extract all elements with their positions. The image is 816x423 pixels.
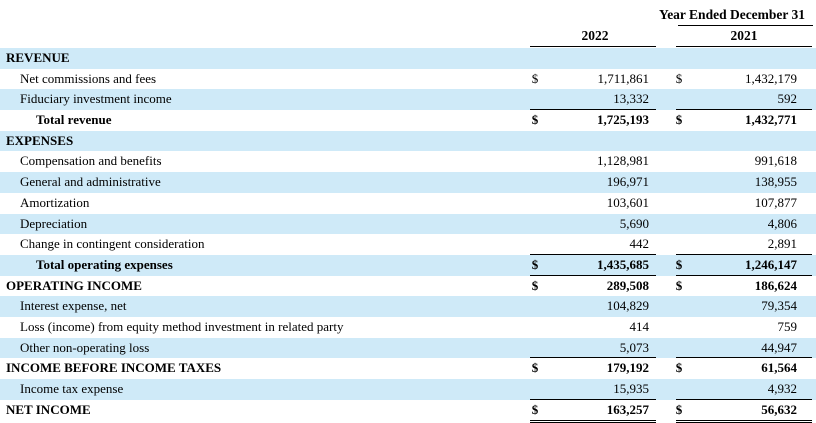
value-2022: 1,711,861: [597, 70, 649, 86]
underline-2022: [530, 274, 656, 276]
section-header-row: REVENUE: [0, 48, 816, 69]
value-2021: 1,432,179: [745, 70, 797, 86]
value-2021: 186,624: [754, 277, 797, 293]
value-2022: 15,935: [613, 381, 649, 396]
table-row: Net commissions and fees $1,711,861 $1,432…: [0, 69, 816, 90]
row-label: OPERATING INCOME: [6, 277, 142, 293]
value-2021: 2,891: [767, 236, 797, 252]
row-label: Change in contingent consideration: [20, 236, 205, 252]
row-label: INCOME BEFORE INCOME TAXES: [6, 360, 222, 376]
column-header-rule-2022: [530, 46, 656, 47]
income-statement-table: REVENUE Net commissions and fees $1,711,86…: [0, 48, 816, 423]
value-2021: 56,632: [761, 401, 797, 417]
table-row: Fiduciary investment income 13,332 592: [0, 89, 816, 111]
value-2022: 103,601: [606, 194, 649, 210]
underline-2021: [676, 274, 812, 276]
table-row: Amortization 103,601 107,877: [0, 193, 816, 214]
currency-symbol-2022: $: [531, 360, 539, 376]
table-row: INCOME BEFORE INCOME TAXES $179,192 $61,56…: [0, 358, 816, 379]
currency-symbol-2021: $: [675, 112, 683, 128]
table-row: General and administrative 196,971 138,955: [0, 172, 816, 193]
value-2021: 4,806: [767, 215, 797, 231]
value-2021: 79,354: [761, 298, 797, 314]
value-2021: 138,955: [754, 174, 797, 190]
row-label: Income tax expense: [20, 381, 124, 396]
value-2021: 61,564: [761, 360, 797, 376]
currency-symbol-2021: $: [675, 360, 683, 376]
value-2022: 1,725,193: [597, 112, 649, 128]
currency-symbol-2022: $: [531, 70, 539, 86]
row-label: Loss (income) from equity method investm…: [20, 318, 344, 334]
currency-symbol-2022: $: [531, 277, 539, 293]
underline-2022: [530, 398, 656, 400]
underline-2021: [676, 253, 812, 255]
underline-2021: [676, 357, 812, 359]
row-label: Interest expense, net: [20, 298, 127, 314]
currency-symbol-2022: $: [531, 401, 539, 417]
period-header: Year Ended December 31: [658, 7, 806, 22]
underline-2022: [530, 109, 656, 111]
table-row: Loss (income) from equity method investm…: [0, 317, 816, 338]
value-2021: 592: [777, 91, 798, 107]
value-2021: 107,877: [754, 194, 797, 210]
row-label: Net commissions and fees: [20, 70, 157, 86]
currency-symbol-2021: $: [675, 70, 683, 86]
underline-2022: [530, 357, 656, 359]
value-2021: 4,932: [767, 381, 797, 396]
row-label: Amortization: [20, 194, 90, 210]
value-2022: 196,971: [606, 174, 649, 190]
table-row: Change in contingent consideration 442 2,8…: [0, 234, 816, 255]
value-2022: 1,435,685: [597, 256, 649, 272]
currency-symbol-2021: $: [675, 256, 683, 272]
table-row: Interest expense, net 104,829 79,354: [0, 296, 816, 317]
row-label: EXPENSES: [6, 132, 74, 148]
value-2022: 442: [629, 236, 650, 252]
value-2022: 179,192: [606, 360, 649, 376]
currency-symbol-2021: $: [675, 401, 683, 417]
value-2021: 1,246,147: [745, 256, 797, 272]
value-2022: 104,829: [606, 298, 649, 314]
value-2021: 991,618: [754, 153, 797, 169]
currency-symbol-2022: $: [531, 112, 539, 128]
row-label: Fiduciary investment income: [20, 91, 172, 107]
column-header-rule-2021: [676, 46, 812, 47]
row-label: General and administrative: [20, 174, 161, 190]
row-label: NET INCOME: [6, 401, 91, 417]
value-2021: 44,947: [761, 339, 797, 355]
row-label: Compensation and benefits: [20, 153, 162, 169]
period-header-rule: [678, 25, 813, 26]
value-2022: 1,128,981: [597, 153, 649, 169]
value-2021: 1,432,771: [745, 112, 797, 128]
row-label: Total operating expenses: [36, 256, 173, 272]
underline-2021: [676, 398, 812, 400]
table-row: Compensation and benefits 1,128,981 991,61…: [0, 151, 816, 172]
value-2022: 163,257: [606, 401, 649, 417]
value-2022: 414: [629, 318, 650, 334]
table-row: Total operating expenses $1,435,685 $1,246…: [0, 254, 816, 276]
underline-2021: [676, 109, 812, 111]
table-row: Total revenue $1,725,193 $1,432,771: [0, 110, 816, 131]
table-row: OPERATING INCOME $289,508 $186,624: [0, 276, 816, 297]
row-label: REVENUE: [6, 50, 70, 65]
table-row: Income tax expense 15,935 4,932: [0, 379, 816, 400]
row-label: Other non-operating loss: [20, 339, 150, 355]
underline-2022: [530, 253, 656, 255]
column-header-2022: 2022: [581, 28, 609, 43]
table-row: NET INCOME $163,257 $56,632: [0, 400, 816, 423]
value-2022: 289,508: [606, 277, 649, 293]
table-row: Depreciation 5,690 4,806: [0, 213, 816, 235]
row-label: Depreciation: [20, 215, 88, 231]
value-2022: 5,073: [619, 339, 649, 355]
column-header-2021: 2021: [730, 28, 758, 43]
value-2022: 5,690: [619, 215, 649, 231]
table-row: Other non-operating loss 5,073 44,947: [0, 337, 816, 359]
currency-symbol-2021: $: [675, 277, 683, 293]
row-label: Total revenue: [36, 112, 112, 128]
value-2022: 13,332: [613, 91, 649, 107]
value-2021: 759: [777, 318, 798, 334]
currency-symbol-2022: $: [531, 256, 539, 272]
section-header-row: EXPENSES: [0, 130, 816, 152]
